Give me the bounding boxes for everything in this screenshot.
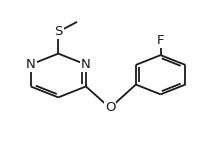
Text: N: N (81, 58, 91, 71)
Text: N: N (26, 58, 36, 71)
Text: F: F (157, 34, 164, 47)
Text: O: O (105, 101, 115, 114)
Text: S: S (54, 25, 62, 38)
